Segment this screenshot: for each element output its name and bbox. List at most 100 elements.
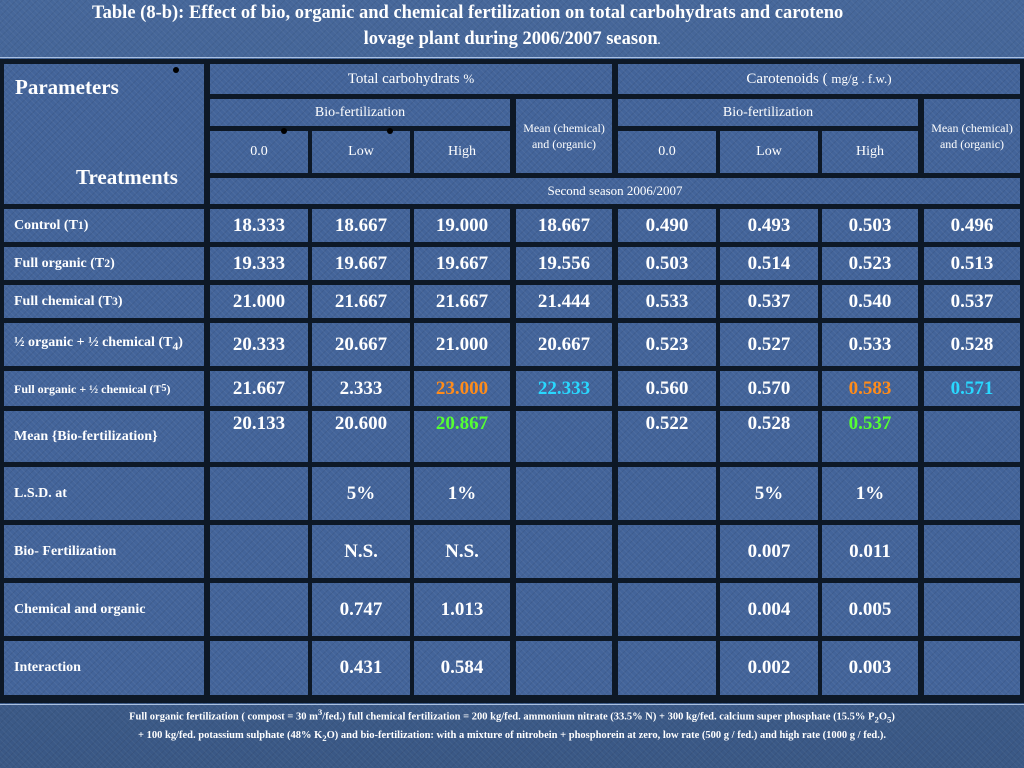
cell-carot-high: 0.537 xyxy=(822,411,918,462)
cell-carot-low: 0.514 xyxy=(720,247,818,280)
bullet-dot xyxy=(281,128,287,134)
cell-carb-mean xyxy=(516,525,612,578)
cell-carb-high: 1% xyxy=(414,467,510,520)
cell-carot-zero: 0.522 xyxy=(618,411,716,462)
title-line-2: lovage plant during 2006/2007 season. xyxy=(0,26,1024,54)
cell-carot-high: 0.533 xyxy=(822,323,918,366)
cell-carot-zero xyxy=(618,583,716,636)
total-carbohydrats-header: Total carbohydrats % xyxy=(210,64,612,94)
footnote-line-1: Full organic fertilization ( compost = 3… xyxy=(0,705,1024,728)
row-label-subscript: 3 xyxy=(112,294,118,308)
cell-carot-mean xyxy=(924,525,1020,578)
cell-carot-mean: 0.496 xyxy=(924,209,1020,242)
cell-carb-mean xyxy=(516,467,612,520)
fn-text: ) xyxy=(891,711,895,723)
carot-level-low-header: Low xyxy=(720,131,818,173)
row-label-end: ) xyxy=(83,217,89,233)
cell-carot-zero xyxy=(618,641,716,695)
row-label-end: ) xyxy=(110,255,115,271)
cell-carot-high: 0.540 xyxy=(822,285,918,318)
cell-carot-high: 0.503 xyxy=(822,209,918,242)
cell-carb-low: 20.600 xyxy=(312,411,410,462)
fn-sub: 2 xyxy=(322,732,327,743)
cell-carb-zero: 19.333 xyxy=(210,247,308,280)
parameters-treatments-header: Parameters Treatments xyxy=(4,64,204,204)
cell-carot-mean xyxy=(924,583,1020,636)
fn-text: /fed.) full chemical fertilization = 200… xyxy=(322,711,875,723)
fn-text: Full organic fertilization ( compost = 3… xyxy=(129,711,318,723)
cell-carot-low: 0.570 xyxy=(720,371,818,406)
row-label-half-organic-half-chemical: ½ organic + ½ chemical (T4) xyxy=(4,323,204,366)
cell-carb-mean xyxy=(516,411,612,462)
cell-carb-low: 0.747 xyxy=(312,583,410,636)
cell-carot-mean xyxy=(924,467,1020,520)
cell-carot-zero: 0.523 xyxy=(618,323,716,366)
cell-carb-zero: 20.333 xyxy=(210,323,308,366)
divider-bottom xyxy=(0,704,1024,705)
row-label-text: Full chemical (T xyxy=(14,293,112,309)
carb-mean-chemical-organic-header: Mean (chemical) and (organic) xyxy=(516,99,612,173)
cell-carb-high: 19.667 xyxy=(414,247,510,280)
title-line-2-dot: . xyxy=(657,35,661,47)
cell-carb-low: 19.667 xyxy=(312,247,410,280)
total-carbohydrats-label: Total carbohydrats xyxy=(347,70,460,87)
cell-carot-zero: 0.533 xyxy=(618,285,716,318)
row-label-subscript: 2 xyxy=(104,256,111,270)
carotenoids-unit: mg/g . f.w.) xyxy=(831,71,892,86)
cell-carot-zero xyxy=(618,467,716,520)
cell-carb-high: 21.000 xyxy=(414,323,510,366)
row-label-end: ) xyxy=(166,381,171,396)
bullet-dot xyxy=(173,67,179,73)
cell-carb-zero: 21.000 xyxy=(210,285,308,318)
cell-carot-high: 1% xyxy=(822,467,918,520)
footnote-line-2: + 100 kg/fed. potassium sulphate (48% K2… xyxy=(0,728,1024,746)
cell-carot-zero: 0.490 xyxy=(618,209,716,242)
row-label-bio-fertilization: Bio- Fertilization xyxy=(4,525,204,578)
cell-carb-high: 21.667 xyxy=(414,285,510,318)
cell-carb-mean: 20.667 xyxy=(516,323,612,366)
cell-carot-mean: 0.528 xyxy=(924,323,1020,366)
total-carbohydrats-unit: % xyxy=(463,71,475,86)
row-label-control: Control (T 1) xyxy=(4,209,204,242)
row-label-text: Full organic + ½ chemical (T xyxy=(14,381,162,396)
cell-carb-low: 18.667 xyxy=(312,209,410,242)
row-label-text: Full organic (T xyxy=(14,255,105,271)
carot-level-zero-header: 0.0 xyxy=(618,131,716,173)
cell-carot-zero xyxy=(618,525,716,578)
cell-carb-zero xyxy=(210,467,308,520)
cell-carot-low: 5% xyxy=(720,467,818,520)
carot-mean-chemical-organic-header: Mean (chemical) and (organic) xyxy=(924,99,1020,173)
cell-carot-low: 0.527 xyxy=(720,323,818,366)
fn-sub: 2 xyxy=(874,714,879,725)
cell-carot-low: 0.002 xyxy=(720,641,818,695)
cell-carot-mean xyxy=(924,411,1020,462)
divider-top xyxy=(0,57,1024,58)
fn-text: O xyxy=(878,711,888,723)
cell-carb-low: 20.667 xyxy=(312,323,410,366)
parameters-label: Parameters xyxy=(15,75,119,99)
cell-carot-high: 0.011 xyxy=(822,525,918,578)
carotenoids-header: Carotenoids ( mg/g . f.w.) xyxy=(618,64,1020,94)
cell-carot-low: 0.537 xyxy=(720,285,818,318)
cell-carb-high: 1.013 xyxy=(414,583,510,636)
cell-carot-low: 0.528 xyxy=(720,411,818,462)
cell-carot-mean xyxy=(924,641,1020,695)
cell-carot-mean: 0.513 xyxy=(924,247,1020,280)
cell-carb-high: 0.584 xyxy=(414,641,510,695)
row-label-interaction: Interaction xyxy=(4,641,204,695)
table-title: Table (8-b): Effect of bio, organic and … xyxy=(0,0,1024,58)
carb-level-high-header: High xyxy=(414,131,510,173)
row-label-mean-bio-fertilization: Mean {Bio-fertilization} xyxy=(4,411,204,462)
row-label-subscript: 1 xyxy=(77,218,84,232)
cell-carb-high: 19.000 xyxy=(414,209,510,242)
cell-carb-low: 5% xyxy=(312,467,410,520)
cell-carb-mean: 19.556 xyxy=(516,247,612,280)
cell-carb-mean xyxy=(516,641,612,695)
cell-carb-high: N.S. xyxy=(414,525,510,578)
cell-carb-high: 20.867 xyxy=(414,411,510,462)
row-label-end: ) xyxy=(117,293,123,309)
fn-sub: 5 xyxy=(887,714,892,725)
cell-carb-mean: 21.444 xyxy=(516,285,612,318)
cell-carb-zero: 21.667 xyxy=(210,371,308,406)
bullet-dot xyxy=(387,128,393,134)
